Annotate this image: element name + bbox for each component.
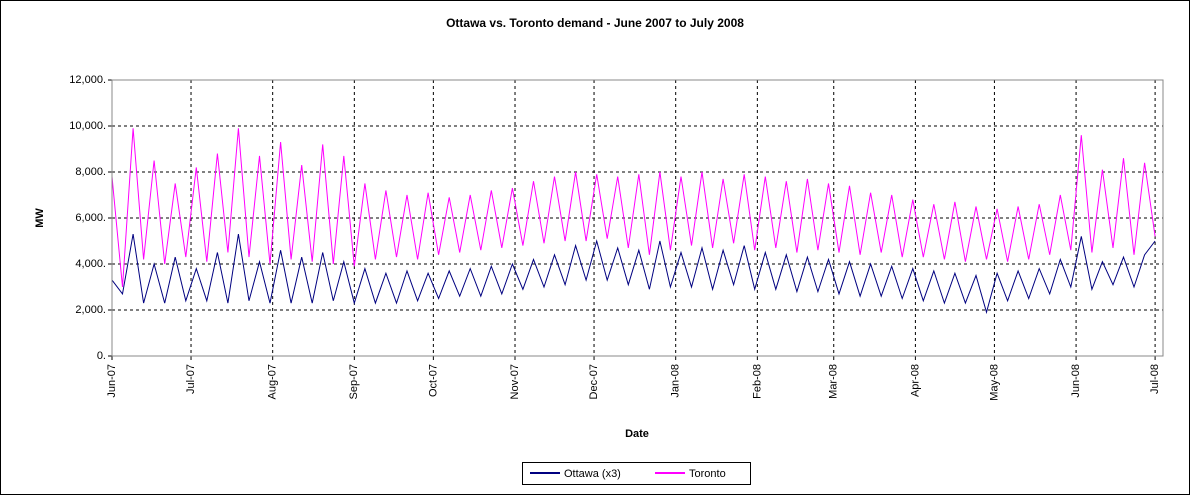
- y-tick-label: 6,000.: [75, 212, 106, 224]
- x-tick-label: Aug-07: [267, 364, 279, 399]
- x-tick-label: Nov-07: [509, 364, 521, 399]
- x-tick-label: Jun-08: [1070, 364, 1082, 398]
- y-tick-label: 2,000.: [75, 304, 106, 316]
- y-tick-label: 10,000.: [69, 120, 106, 132]
- plot-border: [111, 79, 1164, 357]
- x-tick-label: Sep-07: [348, 364, 360, 399]
- x-tick-label: Jul-08: [1149, 364, 1161, 394]
- y-axis-label: MW: [34, 208, 46, 228]
- x-axis-label: Date: [625, 428, 649, 440]
- y-tick-label: 0.: [97, 350, 106, 362]
- x-tick-label: Mar-08: [828, 364, 840, 399]
- y-tick-label: 8,000.: [75, 166, 106, 178]
- legend-label: Toronto: [689, 468, 726, 480]
- x-tick-label: Jul-07: [185, 364, 197, 394]
- series-line: [111, 128, 1156, 288]
- x-tick-label: Dec-07: [588, 364, 600, 399]
- legend: [522, 462, 751, 485]
- x-tick-label: Oct-07: [427, 364, 439, 397]
- chart-title: Ottawa vs. Toronto demand - June 2007 to…: [446, 16, 744, 30]
- legend-label: Ottawa (x3): [564, 468, 621, 480]
- x-tick-label: Jun-07: [106, 364, 118, 398]
- x-tick-label: Jan-08: [670, 364, 682, 398]
- x-tick-label: May-08: [988, 364, 1000, 401]
- x-tick-label: Feb-08: [751, 364, 763, 399]
- y-tick-label: 4,000.: [75, 258, 106, 270]
- y-tick-label: 12,000.: [69, 74, 106, 86]
- x-tick-label: Apr-08: [909, 364, 921, 397]
- series-line: [111, 234, 1156, 315]
